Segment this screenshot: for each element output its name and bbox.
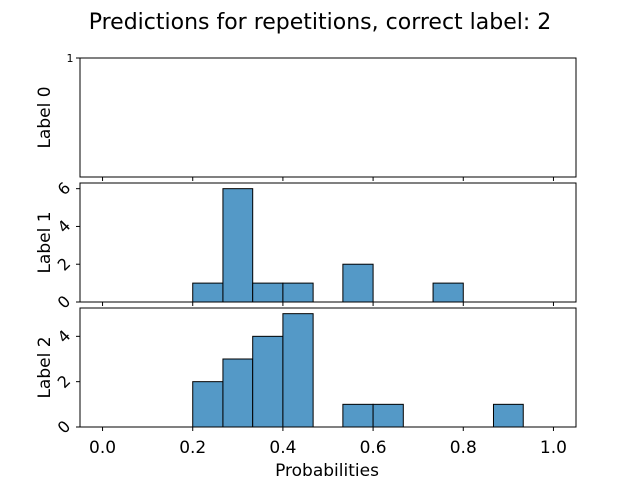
panel-frame-2 <box>79 307 577 428</box>
bar-panel2-1 <box>222 358 254 428</box>
bar-panel1-3 <box>282 282 314 303</box>
x-tick-label-1: 0.2 <box>179 438 206 458</box>
chart-title: Predictions for repetitions, correct lab… <box>89 10 552 35</box>
bar-panel1-1 <box>222 188 254 303</box>
x-tick-label-5: 1.0 <box>540 438 567 458</box>
bar-panel1-0 <box>192 282 224 303</box>
y-axis-label-2: Label 2 <box>35 336 55 398</box>
y-axis-label-0: Label 0 <box>35 86 55 148</box>
y-tick-label-2-2: 4 <box>54 326 75 347</box>
bar-panel1-5 <box>432 282 464 303</box>
y-tick-label-1-0: 0 <box>54 292 75 313</box>
y-tick-label-1-1: 2 <box>54 254 75 275</box>
panel-label-1: 0 2 4 6 Label 1 <box>35 178 577 313</box>
y-tick-label-0-0: 1 <box>67 52 74 65</box>
bar-panel2-5 <box>372 403 404 428</box>
bar-panel2-3 <box>282 313 314 428</box>
x-tick-label-2: 0.4 <box>269 438 296 458</box>
x-tick-label-0: 0.0 <box>89 438 116 458</box>
x-tick-label-3: 0.6 <box>360 438 387 458</box>
y-tick-label-2-0: 0 <box>54 417 75 438</box>
y-tick-label-1-3: 6 <box>54 178 75 199</box>
y-tick-label-2-1: 2 <box>54 371 75 392</box>
x-axis-label: Probabilities <box>275 461 379 480</box>
bar-panel2-2 <box>252 335 284 428</box>
bar-panel1-2 <box>252 282 284 303</box>
x-tick-label-4: 0.8 <box>450 438 477 458</box>
bar-panel2-0 <box>192 381 224 428</box>
y-tick-label-1-2: 4 <box>54 216 75 237</box>
panel-frame-0 <box>79 57 577 178</box>
panel-frame-1 <box>79 182 577 303</box>
bar-panel2-6 <box>492 403 524 428</box>
panel-label-0: 1 Label 0 <box>35 52 577 181</box>
bar-panel1-4 <box>342 263 374 303</box>
y-axis-label-1: Label 1 <box>35 211 55 273</box>
bar-panel2-4 <box>342 403 374 428</box>
